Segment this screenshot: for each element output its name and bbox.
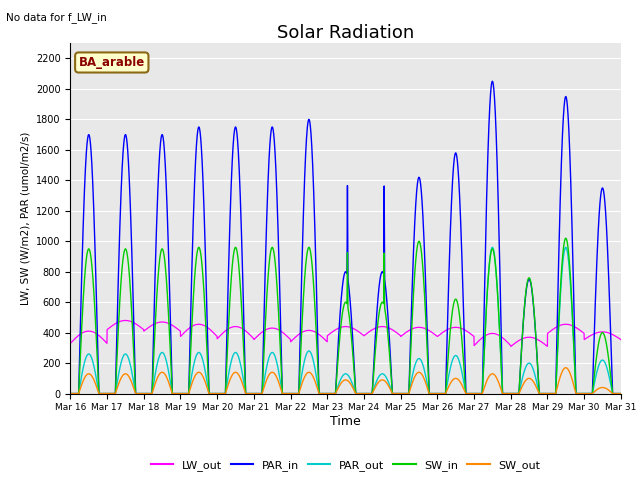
PAR_out: [325, 391, 333, 396]
SW_in: [325, 391, 333, 396]
Title: Solar Radiation: Solar Radiation: [277, 24, 414, 42]
PAR_in: [617, 391, 625, 396]
SW_out: [500, 391, 508, 396]
PAR_out: [166, 372, 173, 378]
SW_in: [166, 327, 173, 333]
SW_out: [562, 365, 570, 371]
LW_out: [122, 318, 129, 324]
SW_out: [469, 391, 477, 396]
PAR_in: [469, 391, 477, 396]
PAR_in: [67, 391, 74, 396]
SW_in: [616, 391, 624, 396]
SW_out: [325, 391, 333, 396]
SW_in: [438, 391, 446, 396]
SW_in: [617, 391, 625, 396]
PAR_out: [617, 391, 625, 396]
Line: PAR_in: PAR_in: [70, 81, 621, 394]
Line: SW_in: SW_in: [70, 238, 621, 394]
SW_out: [166, 381, 173, 387]
X-axis label: Time: Time: [330, 415, 361, 428]
SW_in: [67, 391, 74, 396]
PAR_in: [438, 391, 446, 396]
SW_in: [562, 235, 570, 241]
Line: LW_out: LW_out: [70, 321, 621, 347]
PAR_out: [500, 391, 508, 396]
LW_out: [67, 340, 74, 346]
Text: BA_arable: BA_arable: [79, 56, 145, 69]
Line: PAR_out: PAR_out: [70, 247, 621, 394]
PAR_in: [500, 391, 508, 396]
PAR_in: [616, 391, 624, 396]
PAR_in: [325, 391, 333, 396]
SW_out: [617, 391, 625, 396]
SW_out: [438, 391, 446, 396]
Text: No data for f_LW_in: No data for f_LW_in: [6, 12, 107, 23]
LW_out: [325, 331, 333, 337]
SW_out: [67, 391, 74, 396]
SW_in: [500, 391, 508, 396]
PAR_out: [616, 391, 624, 396]
Y-axis label: LW, SW (W/m2), PAR (umol/m2/s): LW, SW (W/m2), PAR (umol/m2/s): [20, 132, 30, 305]
SW_out: [616, 391, 624, 396]
LW_out: [507, 344, 515, 349]
LW_out: [438, 330, 446, 336]
LW_out: [617, 336, 625, 342]
LW_out: [616, 336, 624, 342]
PAR_in: [166, 276, 173, 282]
LW_out: [500, 336, 508, 342]
PAR_out: [67, 391, 74, 396]
PAR_out: [469, 391, 477, 396]
PAR_out: [562, 244, 570, 250]
PAR_out: [438, 391, 446, 396]
PAR_in: [488, 78, 496, 84]
SW_in: [469, 391, 477, 396]
LW_out: [469, 333, 477, 338]
Legend: LW_out, PAR_in, PAR_out, SW_in, SW_out: LW_out, PAR_in, PAR_out, SW_in, SW_out: [147, 456, 545, 476]
LW_out: [166, 321, 173, 326]
Line: SW_out: SW_out: [70, 368, 621, 394]
